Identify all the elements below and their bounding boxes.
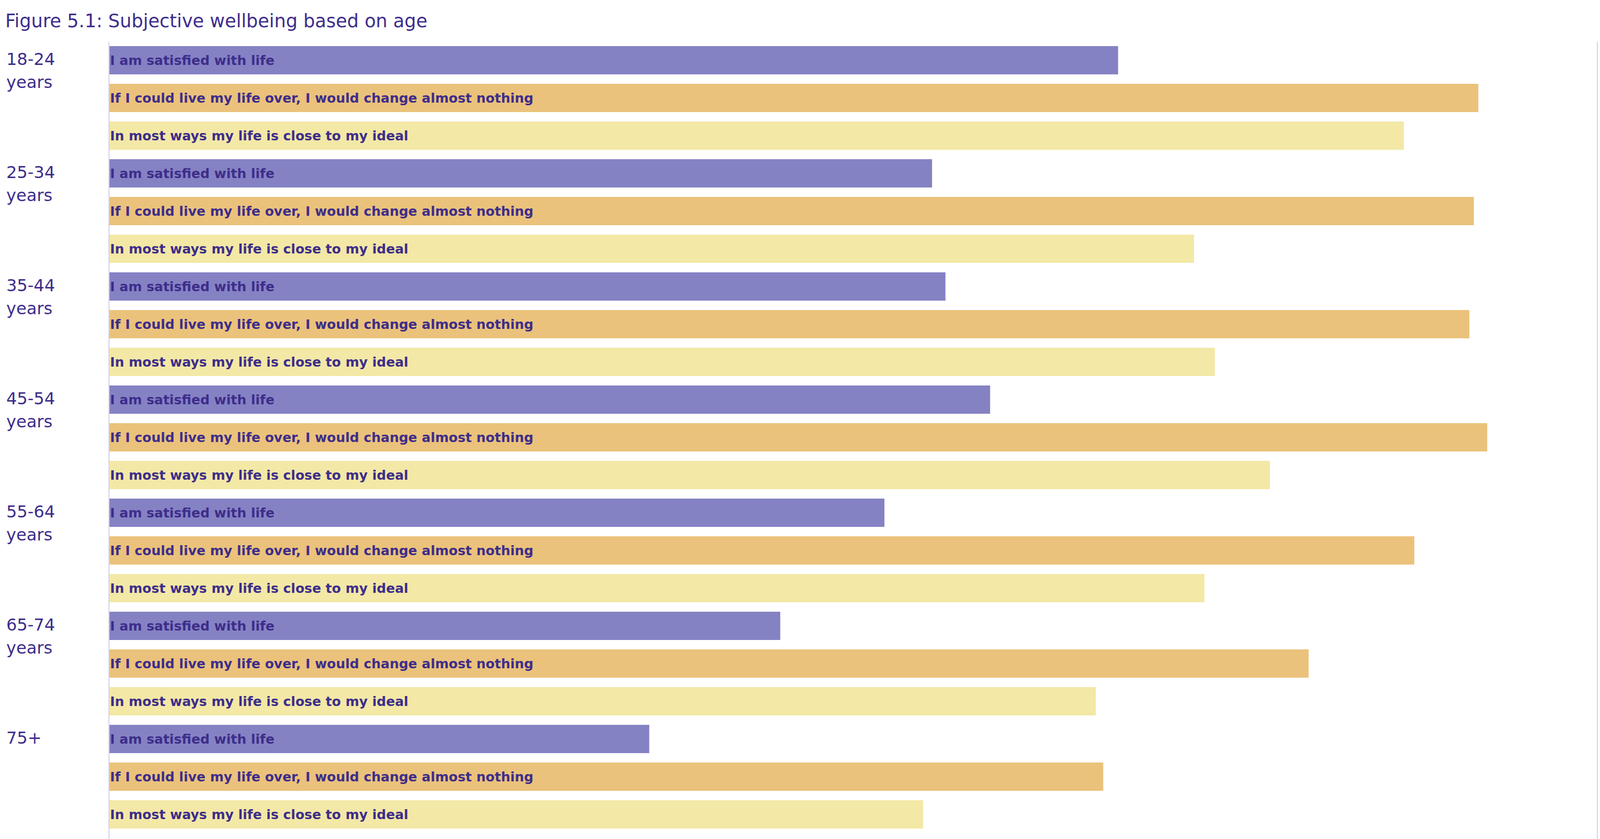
bar-label: I am satisfied with life bbox=[110, 618, 275, 634]
bar-label: In most ways my life is close to my idea… bbox=[110, 128, 409, 144]
category-label: 75+ bbox=[6, 728, 42, 749]
axis-line-end bbox=[1596, 41, 1598, 839]
bar-label: In most ways my life is close to my idea… bbox=[110, 467, 409, 484]
bar-label: If I could live my life over, I would ch… bbox=[110, 543, 534, 559]
bar-label: I am satisfied with life bbox=[110, 279, 275, 295]
bar bbox=[108, 272, 946, 301]
bar-label: I am satisfied with life bbox=[110, 166, 275, 182]
bar bbox=[108, 347, 1215, 377]
bar bbox=[108, 461, 1270, 490]
bar-label: In most ways my life is close to my idea… bbox=[110, 694, 409, 710]
bar bbox=[108, 800, 924, 829]
title: Figure 5.1: Subjective wellbeing based o… bbox=[5, 10, 428, 32]
bar-label: I am satisfied with life bbox=[110, 731, 275, 748]
bar-label: If I could live my life over, I would ch… bbox=[110, 316, 534, 333]
bar bbox=[108, 611, 781, 641]
category-label: 45-54 years bbox=[6, 388, 61, 432]
bar bbox=[108, 574, 1205, 603]
bar bbox=[108, 310, 1470, 339]
bar bbox=[108, 649, 1309, 678]
bar-label: If I could live my life over, I would ch… bbox=[110, 203, 534, 219]
category-label: 65-74 years bbox=[6, 615, 61, 659]
category-label: 18-24 years bbox=[6, 49, 61, 93]
bar-label: If I could live my life over, I would ch… bbox=[110, 430, 534, 446]
bar bbox=[108, 159, 933, 188]
labels: 18-24 years I am satisfied with life If I … bbox=[6, 49, 534, 823]
bar-label: If I could live my life over, I would ch… bbox=[110, 656, 534, 672]
bar bbox=[108, 725, 650, 754]
chart: Figure 5.1: Subjective wellbeing based o… bbox=[0, 0, 1600, 839]
bar bbox=[108, 385, 991, 414]
bar-label: In most ways my life is close to my idea… bbox=[110, 807, 409, 823]
bar-label: In most ways my life is close to my idea… bbox=[110, 581, 409, 597]
bar-label: In most ways my life is close to my idea… bbox=[110, 354, 409, 370]
bar bbox=[108, 121, 1405, 150]
axis-line-start bbox=[108, 41, 110, 839]
bar bbox=[108, 196, 1474, 226]
bars bbox=[108, 46, 1488, 829]
bar bbox=[108, 423, 1488, 452]
bar bbox=[108, 536, 1415, 565]
bar-label: In most ways my life is close to my idea… bbox=[110, 241, 409, 257]
bar-label: I am satisfied with life bbox=[110, 505, 275, 521]
bar bbox=[108, 234, 1194, 263]
category-label: 35-44 years bbox=[6, 275, 61, 319]
bar bbox=[108, 83, 1479, 113]
bar bbox=[108, 762, 1104, 792]
bar bbox=[108, 687, 1097, 716]
bar bbox=[108, 46, 1119, 75]
bar-label: If I could live my life over, I would ch… bbox=[110, 90, 534, 106]
bar-label: I am satisfied with life bbox=[110, 392, 275, 408]
category-label: 55-64 years bbox=[6, 501, 61, 545]
bar-label: I am satisfied with life bbox=[110, 52, 275, 69]
category-label: 25-34 years bbox=[6, 162, 61, 206]
bar bbox=[108, 498, 885, 528]
bar-label: If I could live my life over, I would ch… bbox=[110, 769, 534, 785]
